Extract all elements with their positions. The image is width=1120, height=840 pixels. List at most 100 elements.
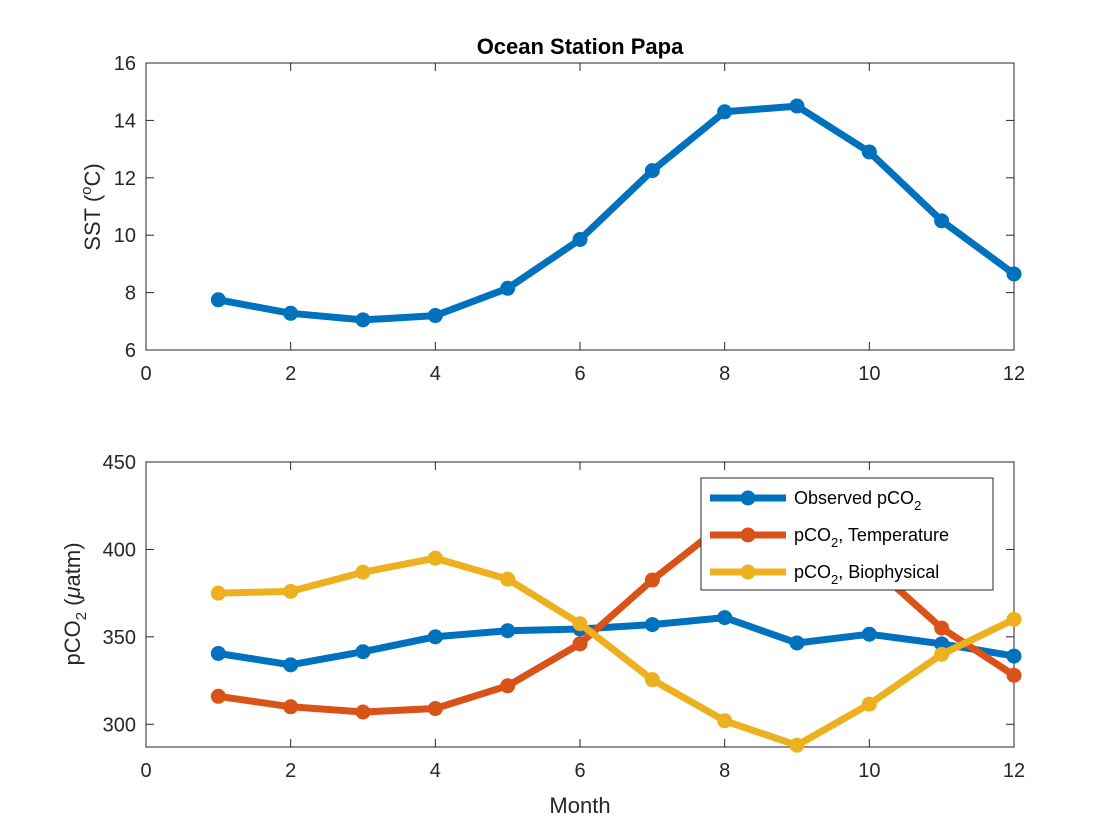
pco2-ylabel-after: ( [60, 598, 85, 612]
data-point [572, 232, 588, 248]
data-point [572, 616, 588, 632]
sst-series [210, 98, 1022, 328]
x-tick-label: 0 [140, 363, 151, 385]
data-point [210, 585, 226, 601]
pco2-ylabel-before: pCO [60, 620, 85, 665]
x-tick-label: 8 [719, 363, 730, 385]
chart-title: Ocean Station Papa [477, 34, 684, 59]
sst-ylabel-before: SST ( [80, 194, 105, 251]
data-point [355, 564, 371, 580]
data-point [1006, 266, 1022, 282]
legend-label-part: , Temperature [838, 525, 949, 545]
x-tick-label: 2 [285, 363, 296, 385]
legend-label-part: pCO [794, 525, 831, 545]
data-point [717, 104, 733, 120]
data-point [355, 312, 371, 328]
data-point [789, 737, 805, 753]
data-point [427, 550, 443, 566]
pco2-ylabel-end: atm) [60, 542, 85, 586]
legend-label: pCO2, Temperature [794, 525, 949, 550]
pco2-ylabel-sub: 2 [73, 612, 90, 620]
x-axis-title: Month [549, 793, 610, 818]
data-point [427, 308, 443, 324]
data-point [500, 623, 516, 639]
sst-y-axis-title: SST (oC) [78, 163, 105, 250]
y-tick-label: 400 [103, 539, 136, 561]
x-tick-label: 12 [1003, 363, 1025, 385]
data-point [1006, 648, 1022, 664]
sst-ylabel-after: C) [80, 163, 105, 186]
x-tick-label: 10 [858, 760, 880, 782]
data-point [934, 620, 950, 636]
data-point [283, 583, 299, 599]
y-tick-label: 300 [103, 714, 136, 736]
data-point [934, 646, 950, 662]
sst-plot-area [145, 62, 1015, 351]
data-point [1006, 611, 1022, 627]
y-tick-label: 12 [114, 168, 136, 190]
y-tick-label: 16 [114, 53, 136, 75]
legend-label: Observed pCO2 [794, 488, 921, 513]
pco2-ylabel-italic: μ [60, 586, 85, 599]
legend-label-sub: 2 [831, 535, 838, 550]
data-point [500, 571, 516, 587]
legend-label-sub: 2 [831, 572, 838, 587]
x-tick-label: 6 [574, 760, 585, 782]
sst-ticks: 0 2 4 6 8 10 12 6 8 10 12 14 16 [114, 53, 1025, 385]
data-point [644, 672, 660, 688]
data-point [500, 280, 516, 296]
data-point [644, 617, 660, 633]
sst-chart: 0 2 4 6 8 10 12 6 8 10 12 14 16 Ocean Station Papa S… [78, 34, 1025, 385]
y-tick-label: 8 [125, 283, 136, 305]
data-point [210, 688, 226, 704]
y-tick-label: 10 [114, 225, 136, 247]
data-point [500, 678, 516, 694]
data-point [861, 626, 877, 642]
data-point [210, 292, 226, 308]
legend-label-part: pCO [794, 562, 831, 582]
y-tick-label: 14 [114, 110, 136, 132]
pco2-ticks: 0 2 4 6 8 10 12 300 350 400 450 [103, 452, 1026, 782]
series-line [214, 102, 1018, 324]
legend-label-part: , Biophysical [838, 562, 939, 582]
data-point [934, 213, 950, 229]
legend-label-sub: 2 [914, 498, 921, 513]
data-point [789, 98, 805, 114]
data-point [283, 657, 299, 673]
data-point [355, 644, 371, 660]
data-point [644, 572, 660, 588]
data-point [644, 163, 660, 179]
x-tick-label: 6 [574, 363, 585, 385]
data-point [1006, 667, 1022, 683]
legend-swatch-marker [740, 527, 756, 543]
y-tick-label: 450 [103, 452, 136, 474]
legend-swatch-marker [740, 490, 756, 506]
series-line [214, 614, 1018, 669]
data-point [861, 144, 877, 160]
y-tick-label: 6 [125, 340, 136, 362]
data-point [789, 635, 805, 651]
pco2-y-axis-title: pCO2 (μatm) [60, 542, 90, 665]
x-tick-label: 4 [430, 760, 441, 782]
data-point [283, 699, 299, 715]
data-point [861, 696, 877, 712]
data-point [427, 629, 443, 645]
data-point [717, 713, 733, 729]
data-point [427, 701, 443, 717]
x-tick-label: 8 [719, 760, 730, 782]
series-line [214, 554, 1018, 749]
data-point [283, 305, 299, 321]
x-tick-label: 2 [285, 760, 296, 782]
data-point [934, 636, 950, 652]
x-tick-label: 4 [430, 363, 441, 385]
x-tick-label: 12 [1003, 760, 1025, 782]
x-tick-label: 10 [858, 363, 880, 385]
data-point [210, 645, 226, 661]
legend-label-part: Observed pCO [794, 488, 914, 508]
legend-label: pCO2, Biophysical [794, 562, 939, 587]
data-point [572, 636, 588, 652]
y-tick-label: 350 [103, 627, 136, 649]
